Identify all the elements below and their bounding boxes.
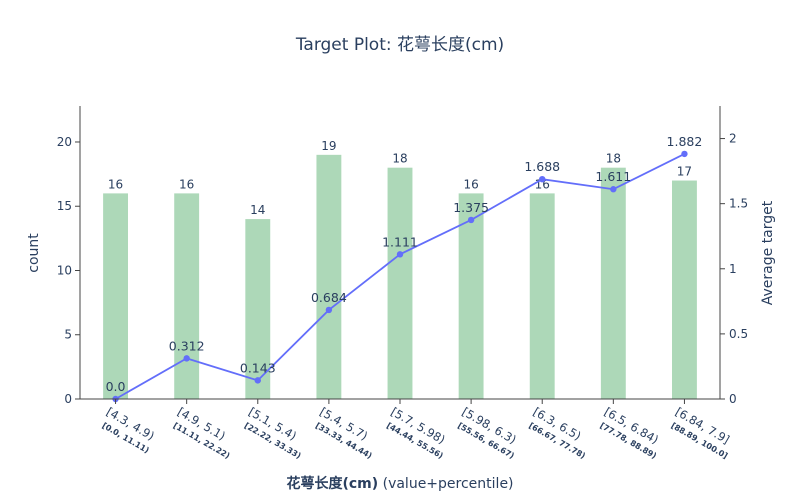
line-point [681,150,688,158]
bar [316,154,342,399]
y-tick-label: 5 [64,328,72,342]
line-value-label: 1.375 [453,200,489,215]
y-tick-label: 15 [57,199,72,213]
y-tick-label: 20 [57,135,72,149]
bar [174,193,200,399]
y2-tick-label: 1.5 [729,197,748,211]
x-axis-title-main: 花萼长度(cm) [286,475,378,492]
y2-tick-label: 0.5 [729,327,748,341]
line-value-label: 1.111 [382,234,418,249]
bar-value-label: 18 [606,152,621,166]
bar [600,167,626,399]
y2-tick-label: 1 [729,262,737,276]
line-point [610,186,617,193]
bar [458,193,484,399]
line-point [396,251,404,258]
line-value-label: 0.143 [240,360,276,375]
bar-value-label: 16 [179,177,194,191]
y2-axis-title: Average target [760,200,776,305]
line-point [254,377,261,384]
line-value-label: 0.312 [169,338,205,353]
line-value-label: 1.611 [595,169,631,184]
line-series: 0.0 0.312 0.143 0.684 1.111 1.375 1.688 1.611 1.… [106,134,703,403]
line-value-label: 0.0 [106,379,126,394]
bar-value-label: 16 [108,177,123,191]
x-axis-title-suffix: (value+percentile) [378,476,513,492]
y2-tick-label: 0 [729,392,737,406]
y2-tick-label: 2 [729,132,737,146]
bar-value-label: 17 [677,165,692,179]
y-axis-title: count [26,233,42,273]
chart-title: Target Plot: 花萼长度(cm) [295,35,504,55]
line-point [539,175,546,183]
line-point [183,355,190,362]
bar-value-label: 19 [321,139,336,153]
bar [103,193,128,399]
line-point [467,216,475,224]
bar [672,180,697,399]
line-value-label: 1.688 [524,159,560,174]
line-value-label: 0.684 [311,290,347,305]
line-point [325,306,333,314]
bar [529,193,555,399]
bar-value-label: 16 [463,177,478,191]
y-tick-label: 0 [64,392,72,406]
bar [245,219,271,399]
line-value-label: 1.882 [667,134,703,149]
y-tick-label: 10 [57,263,72,277]
x-axis-title: 花萼长度(cm) (value+percentile) [286,475,513,492]
bar-value-label: 18 [392,152,407,166]
bar [387,167,413,399]
bar-value-label: 14 [250,203,265,217]
